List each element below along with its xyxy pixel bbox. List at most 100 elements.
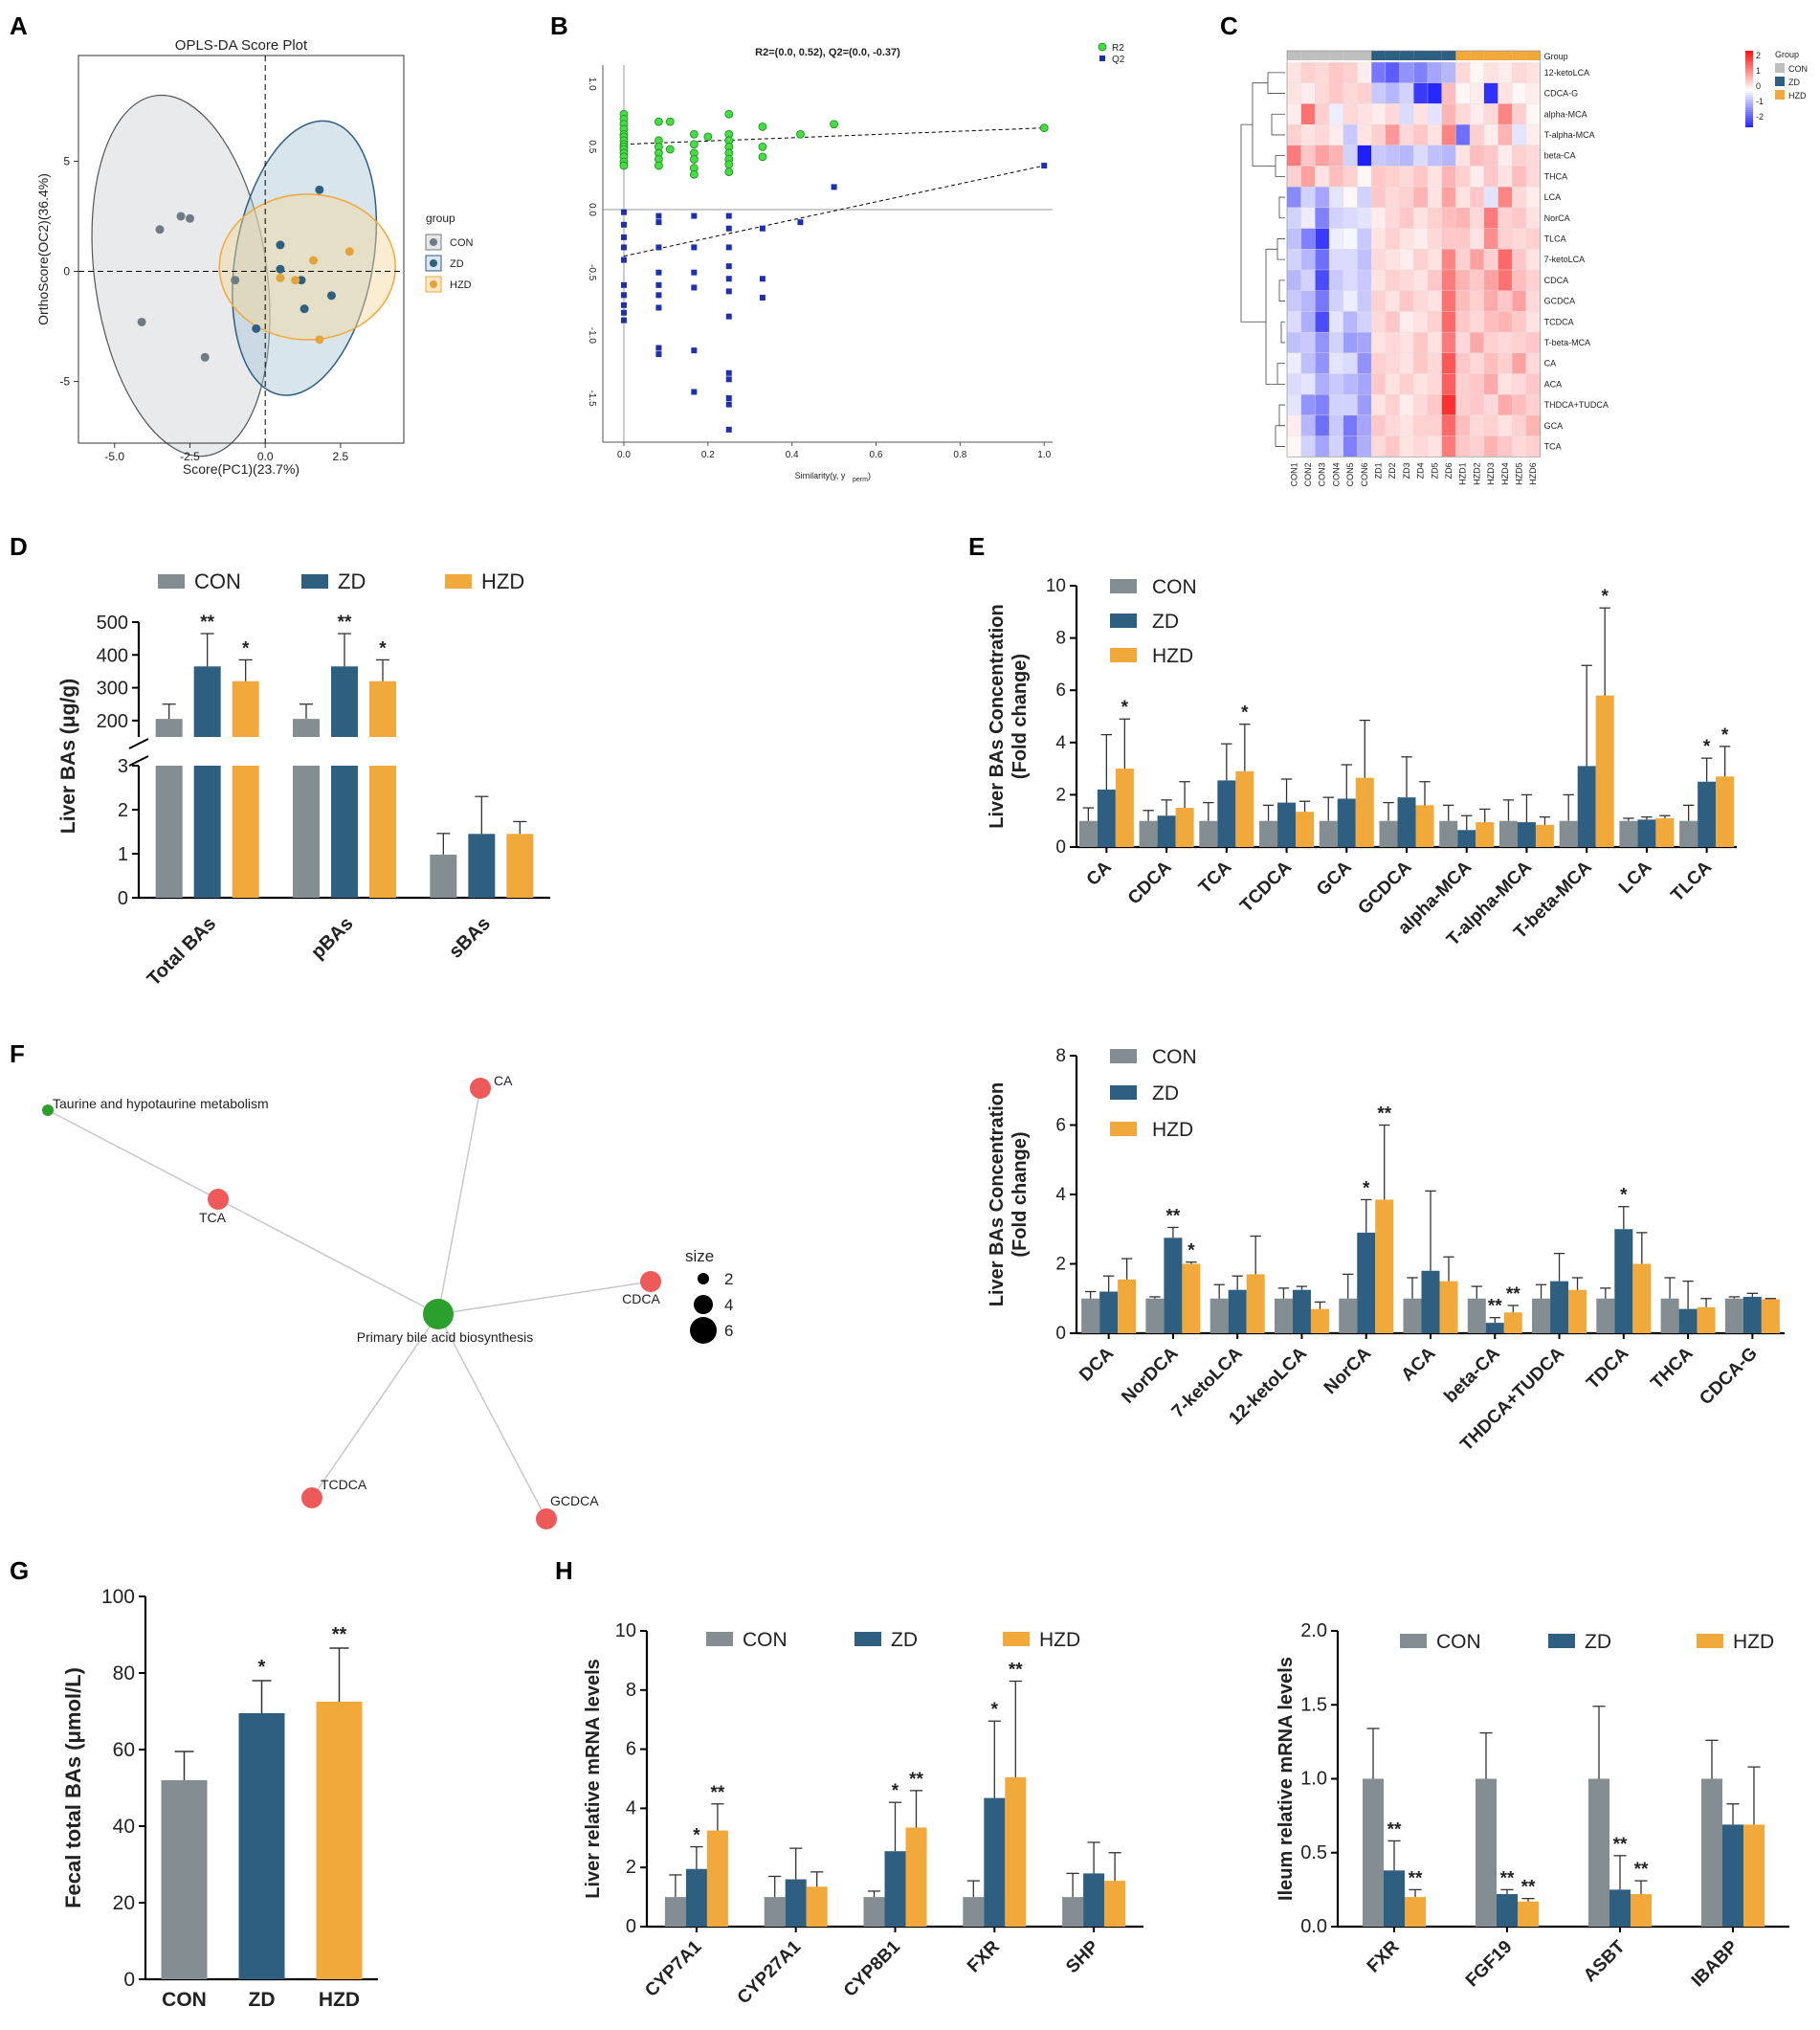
- color-scale-tick: 1: [1756, 66, 1761, 76]
- heatmap-cell: [1371, 269, 1387, 291]
- bar-hzd: [1375, 1199, 1394, 1333]
- group-bar-cell: [1413, 51, 1428, 60]
- heatmap-cell: [1357, 394, 1372, 416]
- heatmap-cell: [1427, 145, 1442, 167]
- heatmap-cell: [1328, 290, 1343, 312]
- y-tick-label: 2: [1055, 785, 1066, 805]
- color-scale-step: [1745, 87, 1753, 89]
- bar-hzd: [1182, 1263, 1201, 1333]
- score-point-con: [155, 225, 165, 234]
- bar-zd: [785, 1879, 807, 1927]
- q2-point: [691, 284, 698, 291]
- significance-mark: **: [711, 1783, 725, 1803]
- significance-mark: *: [1721, 725, 1729, 746]
- heatmap-cell: [1525, 61, 1541, 83]
- heatmap-cell: [1286, 207, 1301, 229]
- bar-hzd: [1535, 824, 1554, 847]
- y-tick-label: 0: [1055, 1324, 1066, 1344]
- y-tick-label: -1.5: [587, 390, 597, 407]
- heatmap-cell: [1427, 269, 1442, 291]
- heatmap-cell: [1441, 414, 1456, 436]
- heatmap-cell: [1413, 228, 1429, 250]
- heatmap-cell: [1328, 187, 1343, 209]
- score-point-zd: [276, 240, 285, 250]
- heatmap-cell: [1469, 207, 1484, 229]
- significance-mark: *: [1241, 703, 1249, 724]
- heatmap-cell: [1300, 373, 1316, 395]
- heatmap-cell: [1371, 249, 1387, 271]
- bar-hzd: [1476, 822, 1495, 847]
- legend-label-hzd: HZD: [1039, 1629, 1080, 1651]
- x-tick-label: 0.8: [953, 450, 966, 460]
- heatmap-col-label: CON3: [1318, 462, 1327, 486]
- r2-point: [655, 161, 663, 170]
- heatmap-cell: [1498, 373, 1513, 395]
- dendrogram-branch: [1271, 113, 1285, 136]
- heatmap-legend-label: HZD: [1788, 91, 1807, 100]
- panel-label-g: G: [10, 1556, 29, 1585]
- bar-con: [1679, 820, 1698, 847]
- bar-hzd: [1439, 1281, 1458, 1333]
- heatmap-cell: [1525, 414, 1541, 436]
- heatmap-cell: [1315, 228, 1330, 250]
- legend-label-hzd: HZD: [1733, 1631, 1774, 1653]
- heatmap-cell: [1427, 166, 1442, 188]
- heatmap-cell: [1300, 145, 1316, 167]
- panel-label-e: E: [968, 532, 985, 561]
- significance-mark: **: [1500, 1868, 1515, 1888]
- bar-con: [963, 1897, 985, 1927]
- bar-con: [1081, 1298, 1100, 1333]
- bar-zd: [1457, 830, 1476, 847]
- heatmap-cell: [1371, 187, 1387, 209]
- heatmap-cell: [1525, 166, 1541, 188]
- legend-label-hzd: HZD: [1152, 1119, 1193, 1141]
- heatmap-cell: [1385, 311, 1400, 333]
- heatmap-cell: [1343, 187, 1358, 209]
- heatmap-frame: [1286, 50, 1541, 457]
- network-node-label: Primary bile acid biosynthesis: [357, 1329, 533, 1345]
- heatmap-cell: [1328, 166, 1343, 188]
- q2-point: [691, 269, 698, 276]
- x-tick-label: -2.5: [180, 450, 200, 463]
- q2-point: [655, 281, 662, 288]
- color-scale-step: [1745, 55, 1753, 56]
- heatmap-cell: [1483, 269, 1498, 291]
- heatmap-cell: [1328, 435, 1343, 457]
- heatmap-cell: [1357, 145, 1372, 167]
- bar-con: [664, 1897, 686, 1927]
- heatmap-cell: [1525, 145, 1541, 167]
- color-scale-step: [1745, 108, 1753, 110]
- heatmap-cell: [1399, 331, 1414, 353]
- r2-point: [758, 142, 767, 151]
- heatmap-col-label: ZD3: [1402, 462, 1411, 479]
- panel-label-f: F: [10, 1039, 25, 1068]
- color-scale-step: [1745, 78, 1753, 79]
- bar-zd: [1228, 1289, 1247, 1333]
- heatmap-cell: [1371, 82, 1387, 104]
- x-tick-label: CDCA: [1124, 857, 1176, 908]
- heatmap-cell: [1413, 394, 1429, 416]
- heatmap-cell: [1315, 331, 1330, 353]
- legend-title: group: [426, 212, 455, 225]
- heatmap-row-label: TCA: [1544, 441, 1562, 451]
- heatmap-cell: [1286, 290, 1301, 312]
- bar-zd: [1609, 1889, 1631, 1927]
- heatmap-cell: [1512, 103, 1527, 125]
- heatmap-cell: [1441, 290, 1456, 312]
- heatmap-cell: [1371, 207, 1387, 229]
- y-tick-label: 2.0: [1300, 1620, 1327, 1641]
- significance-mark: *: [1121, 698, 1129, 718]
- y-tick-label: 10: [615, 1620, 636, 1641]
- heatmap-cell: [1286, 352, 1301, 374]
- score-point-zd: [326, 291, 336, 301]
- bar-hzd: [706, 1830, 728, 1927]
- color-scale-step: [1745, 112, 1753, 114]
- heatmap-cell: [1525, 373, 1541, 395]
- heatmap-cell: [1399, 373, 1414, 395]
- color-scale-step: [1745, 95, 1753, 97]
- r2-point: [758, 122, 767, 131]
- bar-con: [1339, 1298, 1358, 1333]
- panel-e-fold-change-2: 0 2 4 6 8 Liver BAs Concentration (Fold change…: [987, 1046, 1785, 1455]
- heatmap-cell: [1399, 311, 1414, 333]
